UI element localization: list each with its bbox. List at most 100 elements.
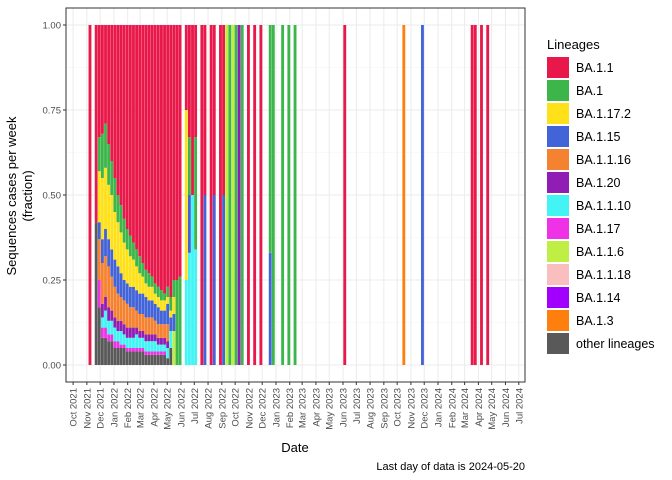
bar-segment-ba-1-15 xyxy=(187,195,191,253)
bar-segment-ba-1-15 xyxy=(116,266,120,294)
bar-segment-ba-1-1-6 xyxy=(231,25,235,365)
bar-segment-ba-1-1 xyxy=(470,25,474,365)
bar-segment-ba-1-1-10 xyxy=(128,337,132,348)
bar-segment-ba-1-17 xyxy=(104,327,107,338)
bar-segment-ba-1-15 xyxy=(156,307,160,325)
x-tick-label: Jan 2024 xyxy=(433,388,444,427)
bar-segment-ba-1 xyxy=(97,137,101,172)
bar-segment-ba-1-1 xyxy=(104,25,107,124)
bar-segment-ba-1-1 xyxy=(141,25,145,263)
bar-segment-ba-1-15 xyxy=(160,310,163,325)
x-tick-label: Jul 2022 xyxy=(190,388,201,424)
bar-segment-ba-1 xyxy=(194,137,198,250)
x-tick-label: Apr 2022 xyxy=(149,388,160,427)
legend-title: Lineages xyxy=(547,37,600,52)
bar-segment-ba-1-17-2 xyxy=(122,242,126,280)
bar-segment-ba-1-1-10 xyxy=(122,334,126,345)
bar-segment-ba-1-1-16 xyxy=(97,239,101,280)
bar-segment-ba-1-1-16 xyxy=(144,317,148,335)
y-tick-label: 0.50 xyxy=(43,191,62,202)
bar-segment-ba-1 xyxy=(166,286,170,297)
bar-segment-ba-1-15 xyxy=(222,195,226,365)
bar-segment-ba-1 xyxy=(138,256,142,274)
bar-segment-ba-1-17 xyxy=(153,351,157,355)
bar-segment-ba-1-17 xyxy=(144,351,148,355)
bar-segment-ba-1-1 xyxy=(125,25,129,229)
bar-segment-ba-1-1 xyxy=(480,25,483,365)
bar-segment-ba-1-1-6 xyxy=(172,331,176,365)
bar-segment-ba-1-1-10 xyxy=(138,337,142,348)
bar-segment-ba-1-20 xyxy=(153,334,157,342)
bar-segment-ba-1-1-16 xyxy=(119,297,123,321)
x-tick-label: Jun 2024 xyxy=(501,388,512,427)
bar-segment-ba-1-20 xyxy=(107,307,111,321)
legend-key xyxy=(547,195,569,216)
legend-key xyxy=(547,287,569,308)
y-axis-title-line-1: Sequences cases per week xyxy=(4,116,19,275)
bar-segment-ba-1-15 xyxy=(163,310,166,325)
bar-segment-ba-1-20 xyxy=(166,341,170,348)
bar-segment-ba-1-20 xyxy=(119,320,123,331)
bar-segment-ba-1-17-2 xyxy=(163,300,166,311)
bar-segment-ba-1-20 xyxy=(163,337,166,345)
bar-segment-ba-1 xyxy=(113,178,117,212)
bar-segment-ba-1-1-16 xyxy=(107,266,111,308)
bar-segment-ba-1-15 xyxy=(135,290,139,311)
bar-segment-ba-1-17 xyxy=(107,334,111,342)
bar-segment-ba-1-1-16 xyxy=(150,317,154,335)
bar-segment-ba-1-1-10 xyxy=(116,331,120,342)
bar-segment-ba-1-1-16 xyxy=(110,276,114,311)
bar-segment-ba-1-17 xyxy=(132,348,135,352)
bar-segment-ba-1-15 xyxy=(268,252,272,365)
bar-segment-ba-1-1-10 xyxy=(166,348,170,359)
bar-segment-ba-1-20 xyxy=(141,331,145,338)
bar-segment-ba-1-1 xyxy=(209,25,213,365)
bar-segment-ba-1-1 xyxy=(132,25,135,243)
bar-segment-ba-1-1-10 xyxy=(153,341,157,352)
bar-segment-ba-1-1-10 xyxy=(187,252,191,365)
x-tick-label: Aug 2023 xyxy=(366,388,377,429)
bar-segment-ba-1-15 xyxy=(169,317,173,331)
bar-segment-ba-1-15 xyxy=(110,249,114,277)
bar-segment-ba-1-1-10 xyxy=(113,327,117,342)
bar-segment-ba-1-17-2 xyxy=(125,249,129,284)
bar-segment-ba-1 xyxy=(163,293,166,301)
bar-segment-ba-1-17 xyxy=(147,351,151,355)
bar-segment-ba-1-1 xyxy=(156,25,160,287)
bar-segment-ba-1-1 xyxy=(100,25,104,134)
bars xyxy=(88,25,490,365)
bar-segment-ba-1-17 xyxy=(116,341,120,348)
legend-label: BA.1.14 xyxy=(576,291,621,305)
bar-segment-ba-1-15 xyxy=(166,303,170,325)
bar-segment-other-lineages xyxy=(156,354,160,365)
bar-segment-other-lineages xyxy=(160,354,163,365)
bar-segment-ba-1-1-16 xyxy=(100,263,104,304)
bar-segment-ba-1 xyxy=(104,123,107,168)
x-axis-title: Date xyxy=(281,440,308,455)
bar-segment-ba-1-1 xyxy=(175,25,179,280)
bar-segment-ba-1-1-10 xyxy=(191,195,194,365)
bar-segment-ba-1-17-2 xyxy=(132,259,135,287)
bar-segment-ba-1-1-16 xyxy=(160,324,163,338)
bar-segment-ba-1-1-16 xyxy=(163,324,166,338)
bar-segment-ba-1-17-2 xyxy=(135,266,139,291)
bar-segment-ba-1-1 xyxy=(122,25,126,219)
legend-key xyxy=(547,333,569,354)
bar-segment-ba-1 xyxy=(128,235,132,257)
bar-segment-other-lineages xyxy=(110,341,114,365)
bar-segment-ba-1 xyxy=(125,229,129,250)
bar-segment-ba-1 xyxy=(110,161,114,195)
bar-segment-ba-1-1 xyxy=(107,25,111,144)
x-tick-label: Feb 2022 xyxy=(123,388,134,428)
x-tick-label: Dec 2023 xyxy=(420,388,431,429)
bar-segment-ba-1-17 xyxy=(138,348,142,352)
bar-segment-ba-1-1 xyxy=(97,25,101,138)
legend-label: BA.1.1 xyxy=(576,61,614,75)
bar-segment-ba-1-17 xyxy=(135,348,139,352)
bar-segment-ba-1-1-16 xyxy=(104,256,107,297)
bar-segment-ba-1-17 xyxy=(156,351,160,355)
bar-segment-ba-1-15 xyxy=(212,195,216,365)
bar-segment-other-lineages xyxy=(150,354,154,365)
bar-segment-ba-1-20 xyxy=(116,320,120,331)
x-tick-label: May 2023 xyxy=(325,388,336,430)
